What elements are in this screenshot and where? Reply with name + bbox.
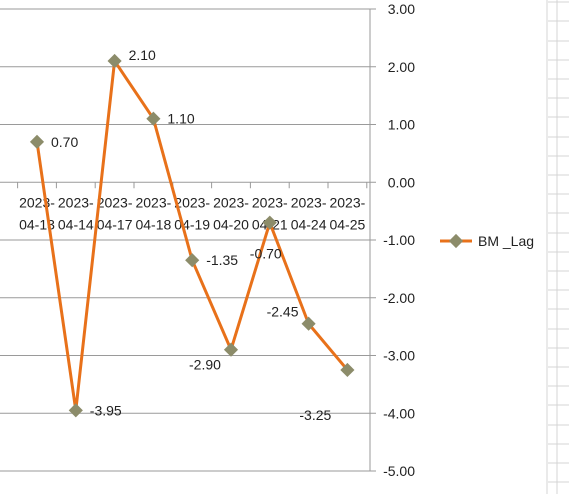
data-label: 1.10	[167, 111, 194, 127]
data-label: -2.90	[189, 357, 221, 373]
y-tick-label: -4.00	[383, 405, 415, 421]
spreadsheet-gridlines	[546, 0, 569, 494]
y-axis-tick-labels: 3.00 2.00 1.00 0.00 -1.00 -2.00 -3.00 -4.00 -5.0…	[383, 1, 415, 479]
x-tick-label-year: 2023-	[291, 194, 327, 210]
data-point-marker	[185, 253, 200, 268]
y-tick-label: -3.00	[383, 348, 415, 364]
x-tick-label-date: 04-14	[58, 216, 94, 232]
x-tick-label-year: 2023-	[252, 194, 288, 210]
data-point-marker	[340, 362, 355, 378]
x-tick-label-year: 2023-	[174, 194, 210, 210]
x-tick-label-date: 04-20	[213, 216, 249, 232]
x-tick-label-year: 2023-	[58, 194, 94, 210]
data-point-marker	[262, 215, 277, 230]
data-label: -3.25	[299, 407, 331, 423]
data-label: -0.70	[250, 246, 282, 262]
data-label: 2.10	[129, 47, 156, 63]
y-tick-label: -1.00	[383, 232, 415, 248]
x-tick-label-date: 04-18	[135, 216, 171, 232]
legend-label: BM _Lag	[478, 233, 534, 249]
chart-legend: BM _Lag	[440, 233, 534, 249]
x-tick-label-year: 2023-	[19, 194, 55, 210]
x-tick-label-date: 04-17	[97, 216, 133, 232]
x-tick-label-year: 2023-	[213, 194, 249, 210]
chart-axes	[0, 9, 376, 471]
y-tick-label: 2.00	[388, 59, 415, 75]
data-label: -1.35	[206, 252, 238, 268]
x-tick-label-date: 04-25	[329, 216, 365, 232]
chart-horizontal-gridlines	[0, 8, 376, 472]
x-axis-tick-labels: 2023-04-132023-04-142023-04-172023-04-18…	[19, 194, 366, 232]
x-tick-label-date: 04-13	[19, 216, 55, 232]
data-labels: 0.70 -3.95 2.10 1.10 -1.35 -2.90 -0.70 -2.45 -3.…	[51, 47, 332, 423]
data-label: -2.45	[267, 304, 299, 320]
y-tick-label: 3.00	[388, 1, 415, 17]
x-tick-label-year: 2023-	[135, 194, 171, 210]
y-tick-label: -5.00	[383, 463, 415, 479]
data-label: 0.70	[51, 134, 78, 150]
data-point-marker	[29, 134, 45, 149]
y-tick-label: 1.00	[388, 117, 415, 133]
y-tick-label: -2.00	[383, 290, 415, 306]
x-tick-label-year: 2023-	[329, 194, 365, 210]
x-tick-label-date: 04-24	[291, 216, 327, 232]
data-point-marker	[68, 403, 83, 418]
data-label: -3.95	[90, 402, 122, 418]
data-point-marker	[301, 316, 316, 331]
legend-marker	[448, 233, 464, 249]
data-point-marker	[223, 342, 239, 357]
x-tick-label-year: 2023-	[97, 194, 133, 210]
y-tick-label: 0.00	[388, 174, 415, 190]
